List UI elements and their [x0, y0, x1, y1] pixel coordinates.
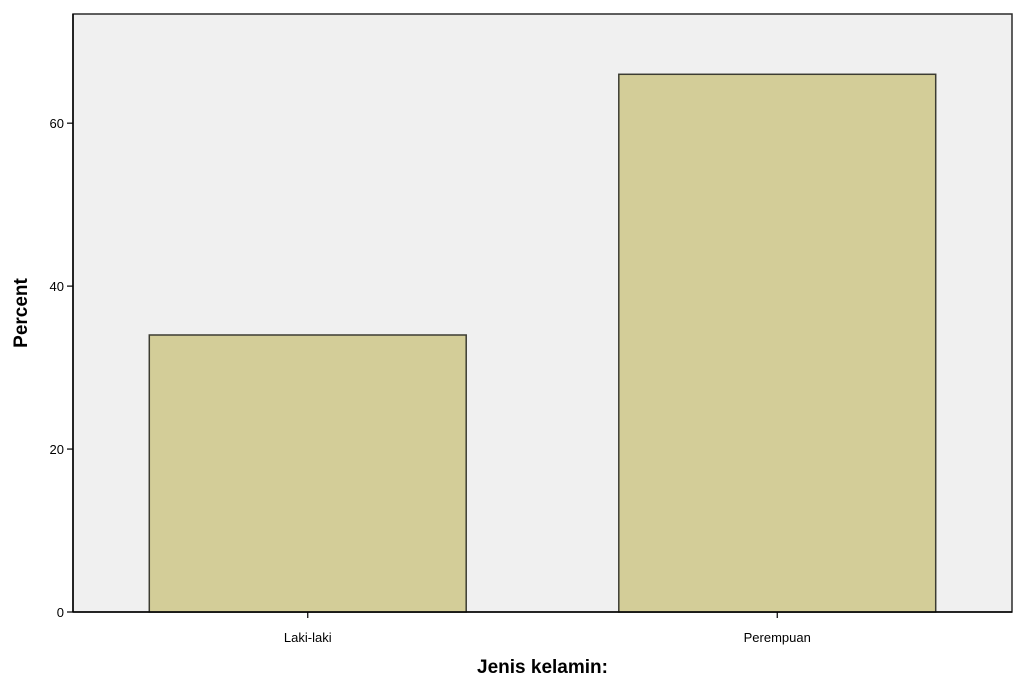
x-axis-title: Jenis kelamin: [477, 657, 608, 678]
y-tick-label: 0 [57, 605, 64, 620]
y-tick-label: 20 [50, 442, 64, 457]
bar-perempuan [618, 73, 937, 613]
y-axis-title: Percent [11, 277, 32, 347]
bar-laki-laki [148, 334, 467, 613]
x-ticks-group: Laki-laki Perempuan [284, 612, 811, 645]
y-ticks-group: 0 20 40 60 [50, 116, 73, 620]
x-tick-label: Perempuan [744, 630, 811, 645]
y-tick-label: 40 [50, 279, 64, 294]
bars-group [148, 73, 937, 613]
y-tick-label: 60 [50, 116, 64, 131]
x-tick-label: Laki-laki [284, 630, 332, 645]
